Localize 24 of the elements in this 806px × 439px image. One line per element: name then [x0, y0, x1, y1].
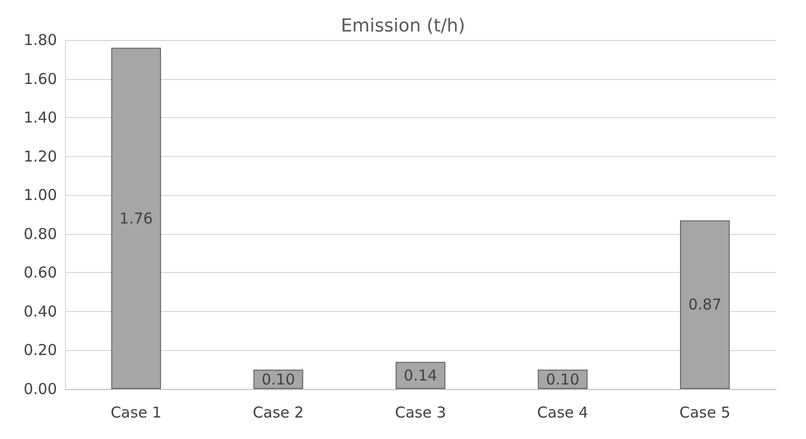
data-label: 0.14 — [404, 366, 438, 384]
x-tick-label: Case 2 — [252, 404, 304, 422]
y-tick-label: 1.80 — [24, 31, 57, 49]
y-tick-label: 1.00 — [24, 186, 57, 204]
x-tick-label: Case 3 — [394, 404, 446, 422]
x-tick-label: Case 4 — [537, 404, 588, 422]
data-label: 1.76 — [119, 209, 153, 228]
y-tick-label: 1.20 — [24, 147, 57, 166]
data-label: 0.10 — [262, 370, 296, 388]
y-tick-label: 1.40 — [24, 108, 57, 127]
bar — [680, 220, 730, 389]
data-label: 0.87 — [688, 296, 722, 314]
y-tick-label: 0.80 — [24, 224, 57, 243]
y-tick-label: 0.40 — [24, 302, 57, 320]
x-tick-label: Case 5 — [679, 404, 730, 422]
data-label: 0.10 — [546, 370, 580, 388]
y-tick-label: 0.60 — [24, 264, 57, 282]
y-tick-label: 0.20 — [24, 341, 57, 360]
bar — [396, 362, 446, 389]
y-tick-label: 0.00 — [24, 380, 57, 398]
chart-title: Emission (t/h) — [340, 16, 466, 36]
bar — [111, 48, 161, 389]
y-tick-label: 1.60 — [24, 70, 57, 88]
x-tick-label: Case 1 — [110, 404, 162, 422]
